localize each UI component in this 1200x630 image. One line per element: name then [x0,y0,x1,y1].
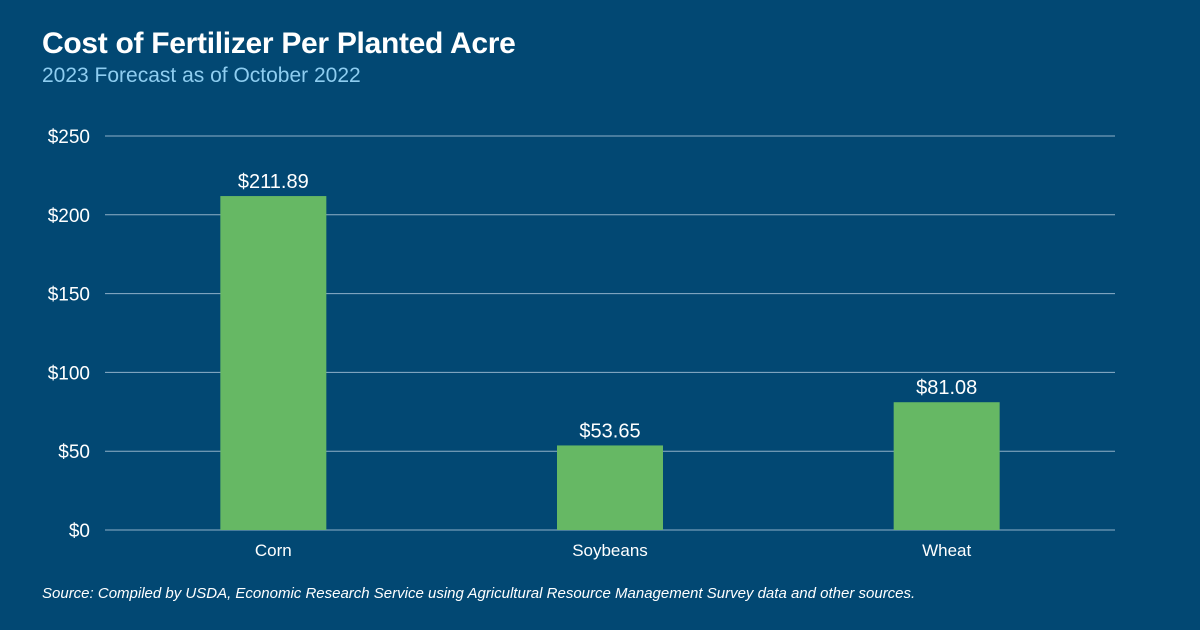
chart-title: Cost of Fertilizer Per Planted Acre [42,27,516,60]
y-tick-label: $50 [58,442,90,463]
x-axis-tick-labels: Corn Soybeans Wheat [255,541,972,560]
data-labels: $211.89 $53.65 $81.08 [238,171,977,442]
bar-soybeans [557,445,663,530]
y-tick-label: $0 [69,521,90,542]
y-axis-tick-labels: $0 $50 $100 $150 $200 $250 [48,127,90,542]
y-tick-label: $250 [48,127,90,148]
data-label-wheat: $81.08 [916,377,977,399]
x-tick-label-wheat: Wheat [922,541,971,560]
y-tick-label: $200 [48,206,90,227]
data-label-corn: $211.89 [238,171,309,193]
chart-subtitle: 2023 Forecast as of October 2022 [42,64,361,87]
source-note: Source: Compiled by USDA, Economic Resea… [42,585,916,602]
y-tick-label: $150 [48,285,90,306]
x-tick-label-soybeans: Soybeans [572,541,648,560]
bar-wheat [893,402,1000,530]
bars [220,196,1000,531]
x-tick-label-corn: Corn [255,541,292,560]
data-label-soybeans: $53.65 [579,420,640,442]
y-tick-label: $100 [48,363,90,384]
bar-corn [220,196,327,531]
